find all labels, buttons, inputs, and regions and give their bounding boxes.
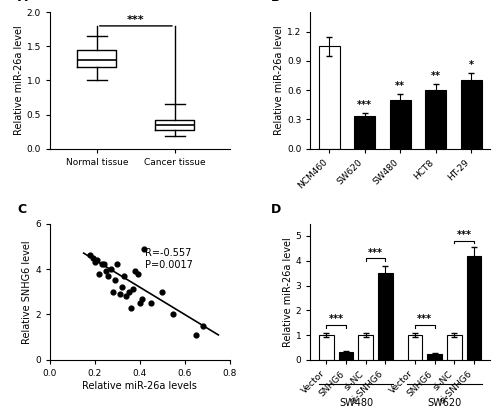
Bar: [447, 335, 462, 360]
Bar: [318, 46, 340, 148]
Bar: [428, 354, 442, 360]
Point: [96, 270, 104, 277]
Bar: [338, 353, 353, 360]
Point: [134, 270, 141, 277]
Point: [111, 277, 119, 284]
Text: SW620: SW620: [428, 398, 462, 408]
Point: [122, 293, 130, 299]
X-axis label: Relative miR-26a levels: Relative miR-26a levels: [82, 381, 197, 391]
Point: [93, 257, 101, 263]
Point: [198, 323, 206, 329]
Point: [147, 300, 155, 306]
Text: SW480: SW480: [339, 398, 373, 408]
Point: [170, 311, 177, 318]
Point: [88, 254, 96, 261]
Point: [114, 261, 122, 268]
Y-axis label: Relative SNHG6 level: Relative SNHG6 level: [22, 240, 32, 344]
Text: ***: ***: [127, 15, 144, 25]
Point: [140, 245, 148, 252]
Point: [129, 286, 137, 293]
Point: [98, 261, 106, 268]
Bar: [466, 256, 481, 360]
Bar: [390, 100, 411, 148]
Text: A: A: [18, 0, 28, 4]
Text: ***: ***: [368, 247, 383, 258]
Point: [106, 266, 114, 272]
Bar: [319, 335, 334, 360]
Point: [104, 272, 112, 279]
Bar: [425, 90, 446, 148]
Text: D: D: [271, 203, 281, 216]
Point: [102, 268, 110, 274]
Text: ***: ***: [357, 100, 372, 110]
Bar: [408, 335, 422, 360]
Point: [109, 288, 117, 295]
Text: **: **: [430, 72, 440, 81]
Point: [132, 268, 140, 274]
Text: ***: ***: [418, 315, 432, 324]
Text: ***: ***: [456, 230, 471, 240]
Point: [138, 295, 146, 302]
Text: *: *: [468, 60, 473, 70]
Y-axis label: Relative miR-26a level: Relative miR-26a level: [274, 25, 284, 135]
Text: R=-0.557
P=0.0017: R=-0.557 P=0.0017: [145, 248, 193, 270]
Point: [86, 252, 94, 258]
Point: [116, 291, 124, 297]
Point: [100, 261, 108, 268]
Y-axis label: Relative miR-26a level: Relative miR-26a level: [14, 25, 24, 135]
Point: [124, 288, 132, 295]
Bar: [460, 81, 482, 148]
Point: [136, 300, 144, 306]
Bar: [378, 273, 393, 360]
Point: [158, 288, 166, 295]
Bar: [354, 117, 376, 148]
Point: [120, 272, 128, 279]
Bar: [358, 335, 373, 360]
Point: [192, 332, 200, 338]
Point: [91, 259, 99, 265]
Y-axis label: Relative miR-26a level: Relative miR-26a level: [283, 237, 293, 347]
Point: [127, 304, 135, 311]
Point: [118, 284, 126, 290]
Text: ***: ***: [329, 315, 344, 324]
Text: C: C: [18, 203, 27, 216]
Text: B: B: [271, 0, 280, 4]
Text: **: **: [395, 81, 405, 91]
